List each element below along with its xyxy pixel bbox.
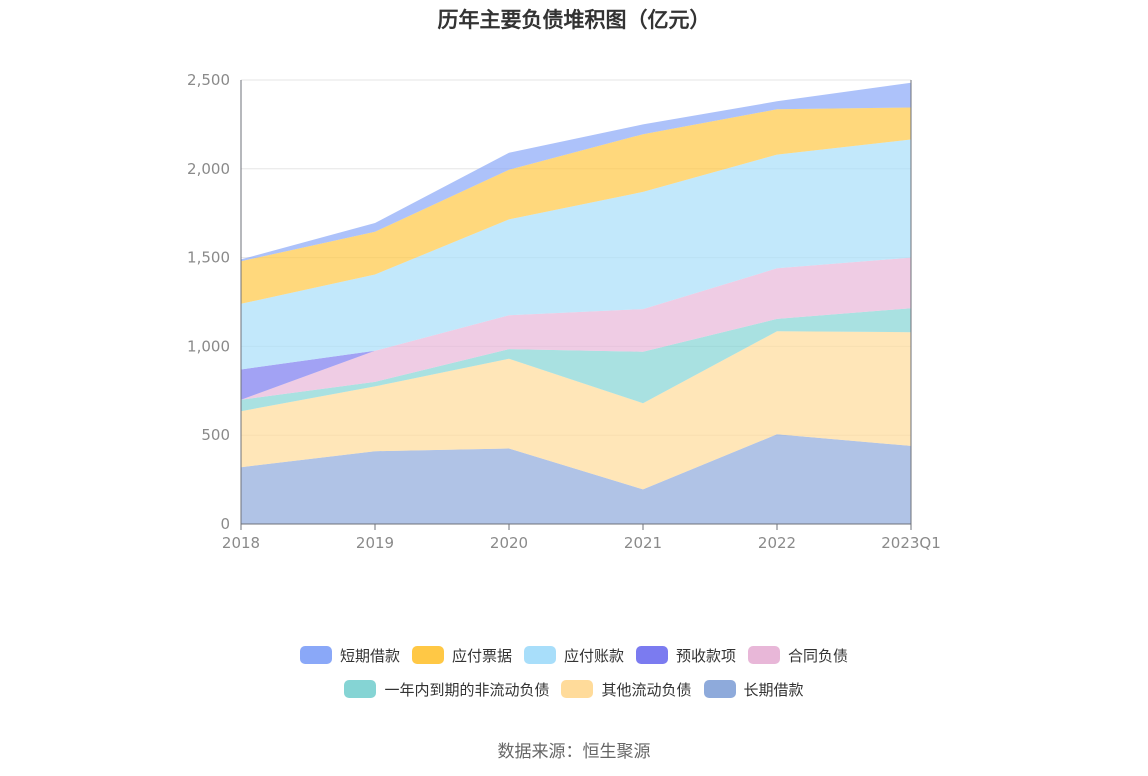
legend-item[interactable]: 预收款项 <box>636 645 736 666</box>
legend-swatch <box>561 680 594 698</box>
legend-swatch <box>636 646 668 664</box>
legend-label: 长期借款 <box>743 680 804 699</box>
legend-label: 其他流动负债 <box>601 680 692 699</box>
y-tick-label: 1,500 <box>187 249 230 267</box>
legend-item[interactable]: 合同负债 <box>748 645 848 666</box>
x-tick-label: 2020 <box>490 534 528 552</box>
area-series-应付票据 <box>241 107 911 304</box>
y-tick-label: 2,000 <box>187 160 230 178</box>
x-tick-label: 2023Q1 <box>881 534 941 552</box>
x-tick-label: 2019 <box>356 534 394 552</box>
legend-swatch <box>523 646 556 664</box>
chart-title: 历年主要负债堆积图（亿元） <box>437 8 711 32</box>
legend-item[interactable]: 短期借款 <box>299 645 400 666</box>
legend: 短期借款 应付票据 应付账款 预收款项 合同负债 一年内到期的非流动负债 其他流动负债 长期… <box>0 638 1148 706</box>
legend-row: 短期借款 应付票据 应付账款 预收款项 合同负债 <box>0 638 1148 672</box>
legend-label: 应付票据 <box>451 646 512 665</box>
x-tick-label: 2018 <box>222 534 260 552</box>
y-tick-label: 0 <box>220 515 230 533</box>
legend-label: 应付账款 <box>563 646 624 665</box>
legend-swatch <box>748 646 781 664</box>
legend-label: 预收款项 <box>676 646 737 665</box>
area-series-应付账款 <box>241 139 911 370</box>
legend-label: 合同负债 <box>788 646 849 665</box>
y-tick-label: 2,500 <box>187 71 230 89</box>
area-series-一年内到期的非流动负债 <box>241 308 911 412</box>
legend-swatch <box>299 646 332 664</box>
legend-item[interactable]: 其他流动负债 <box>561 679 692 700</box>
legend-label: 一年内到期的非流动负债 <box>384 680 550 699</box>
legend-label: 短期借款 <box>339 646 400 665</box>
source-note: 数据来源：恒生聚源 <box>497 742 651 762</box>
legend-item[interactable]: 应付账款 <box>523 645 624 666</box>
legend-swatch <box>411 646 444 664</box>
legend-row: 一年内到期的非流动负债 其他流动负债 长期借款 <box>0 672 1148 706</box>
x-tick-label: 2022 <box>758 534 796 552</box>
x-tick-label: 2021 <box>624 534 662 552</box>
legend-item[interactable]: 应付票据 <box>411 645 512 666</box>
legend-swatch <box>703 680 736 698</box>
area-series-短期借款 <box>241 82 911 262</box>
area-series-其他流动负债 <box>241 331 911 490</box>
area-series-合同负债 <box>241 257 911 400</box>
legend-item[interactable]: 长期借款 <box>703 679 804 700</box>
legend-item[interactable]: 一年内到期的非流动负债 <box>344 679 549 700</box>
legend-swatch <box>344 680 377 698</box>
y-tick-label: 500 <box>201 426 230 444</box>
y-tick-label: 1,000 <box>187 337 230 355</box>
area-series-长期借款 <box>241 434 911 524</box>
stacked-area-chart: 0 500 1,000 1,500 2,000 2,500 2018 2019 2020 2021… <box>187 71 941 552</box>
